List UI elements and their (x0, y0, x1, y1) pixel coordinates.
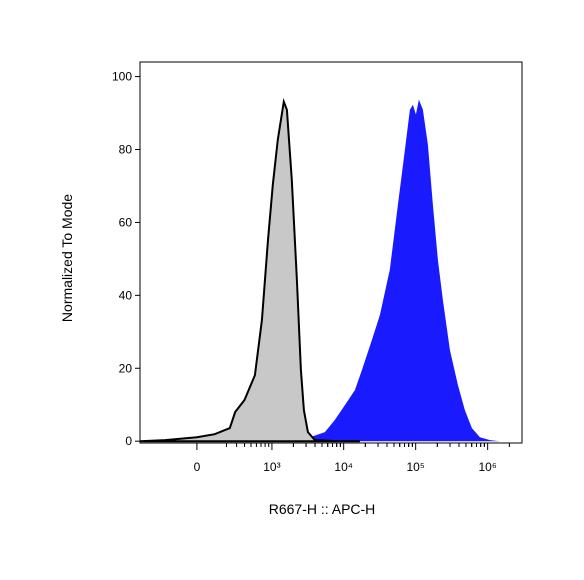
x-tick-label: 0 (194, 460, 201, 474)
y-tick-label: 0 (125, 434, 132, 448)
x-tick-label: 10⁴ (334, 460, 353, 474)
histogram-area (270, 99, 500, 442)
y-tick-label: 80 (119, 143, 133, 157)
x-tick-label: 10⁵ (406, 460, 424, 474)
y-tick-label: 60 (119, 215, 133, 229)
y-tick-label: 40 (119, 288, 133, 302)
y-tick-label: 100 (112, 70, 132, 84)
plot-frame (139, 61, 523, 444)
x-tick-label: 10⁶ (479, 460, 497, 474)
histogram-area (139, 97, 360, 443)
y-tick-label: 20 (119, 361, 133, 375)
x-tick-label: 10³ (263, 460, 280, 474)
y-axis-label: Normalized To Mode (59, 194, 75, 322)
x-axis-label: R667-H :: APC-H (269, 501, 376, 517)
